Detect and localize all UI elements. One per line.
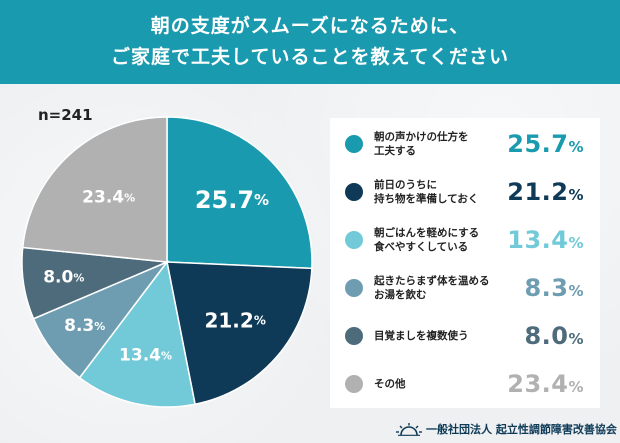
pie-label-1: 25.7% — [195, 186, 269, 214]
legend-label-line: 起きたらまず体を温める — [374, 275, 490, 287]
organization-name: 一般社団法人 起立性調節障害改善協会 — [426, 423, 617, 436]
legend-label: その他 — [374, 377, 506, 391]
legend-label-line: 食べやすくしている — [374, 241, 469, 253]
legend-label: 前日のうちに持ち物を準備しておく — [374, 178, 506, 206]
legend-item-2: 前日のうちに 持ち物を準備しておく 21.2% — [330, 172, 600, 212]
legend-value-unit: % — [568, 234, 584, 252]
footer: 一般社団法人 起立性調節障害改善協会 — [396, 421, 617, 437]
legend-value-number: 23.4 — [507, 370, 569, 398]
legend-swatch — [345, 375, 363, 393]
pie-slice-1 — [166, 116, 313, 270]
legend-swatch — [345, 279, 363, 297]
title-banner: 朝の支度がスムーズになるために、 ご家庭で工夫していることを教えてください — [0, 0, 620, 84]
legend-value: 21.2% — [507, 178, 584, 206]
legend-swatch — [345, 231, 363, 249]
pie-label-2: 21.2% — [204, 309, 265, 333]
legend-item-3: 朝ごはんを軽めにする 食べやすくしている 13.4% — [330, 220, 600, 260]
legend-label-line: その他 — [374, 378, 406, 390]
pie-label-6: 23.4% — [82, 187, 135, 207]
sample-size-label: n=241 — [38, 106, 93, 124]
legend-value-unit: % — [568, 282, 584, 300]
title-line-2: ご家庭で工夫していることを教えてください — [111, 46, 509, 68]
legend-value-number: 8.3 — [524, 274, 569, 302]
legend-label: 朝の声かけの仕方を 工夫する — [374, 130, 506, 158]
legend-value-unit: % — [568, 186, 584, 204]
sunrise-logo-icon — [396, 423, 422, 436]
legend-value: 13.4% — [507, 226, 584, 254]
legend-swatch — [345, 135, 363, 153]
legend-value-number: 21.2 — [507, 178, 569, 206]
legend-value-unit: % — [568, 330, 584, 348]
legend-item-1: 朝の声かけの仕方を 工夫する 25.7% — [330, 124, 600, 164]
legend-value: 8.3% — [524, 274, 584, 302]
pie-label-5: 8.0% — [43, 268, 84, 288]
pie-slice-3 — [78, 260, 196, 408]
legend-value: 8.0% — [524, 322, 584, 350]
legend-value-number: 25.7 — [507, 130, 569, 158]
legend-label-line: 目覚ましを複数使う — [374, 330, 469, 342]
legend-label-line: 持ち物を準備しておく — [374, 193, 479, 205]
legend-item-6: その他 23.4% — [330, 364, 600, 404]
legend-label: 起きたらまず体を温める お湯を飲む — [374, 274, 506, 302]
pie-label-4: 8.3% — [64, 316, 105, 336]
legend-value-unit: % — [568, 138, 584, 156]
legend-item-5: 目覚ましを複数使う 8.0% — [330, 316, 600, 356]
legend-value-number: 8.0 — [524, 322, 569, 350]
legend: 朝の声かけの仕方を 工夫する 25.7% 前日のうちに 持ち物を準備しておく 21.2% 朝… — [330, 118, 600, 408]
legend-label: 目覚ましを複数使う — [374, 329, 506, 343]
legend-value: 25.7% — [507, 130, 584, 158]
pie-label-3: 13.4% — [119, 345, 172, 365]
legend-label-line: お湯を飲む — [374, 289, 427, 301]
legend-swatch — [345, 327, 363, 345]
legend-label-line: 朝の声かけの仕方を — [374, 131, 469, 143]
legend-value-unit: % — [568, 378, 584, 396]
legend-item-4: 起きたらまず体を温める お湯を飲む 8.3% — [330, 268, 600, 308]
pie-slice-2 — [166, 261, 313, 406]
pie-slice-6 — [21, 116, 168, 263]
legend-value: 23.4% — [507, 370, 584, 398]
legend-label-line: 工夫する — [374, 145, 416, 157]
legend-swatch — [345, 183, 363, 201]
title-line-1: 朝の支度がスムーズになるために、 — [150, 15, 470, 37]
legend-label: 朝ごはんを軽めにする 食べやすくしている — [374, 226, 506, 254]
legend-value-number: 13.4 — [507, 226, 569, 254]
legend-label-line: 前日のうちに — [374, 179, 437, 191]
legend-label-line: 朝ごはんを軽めにする — [374, 227, 480, 239]
